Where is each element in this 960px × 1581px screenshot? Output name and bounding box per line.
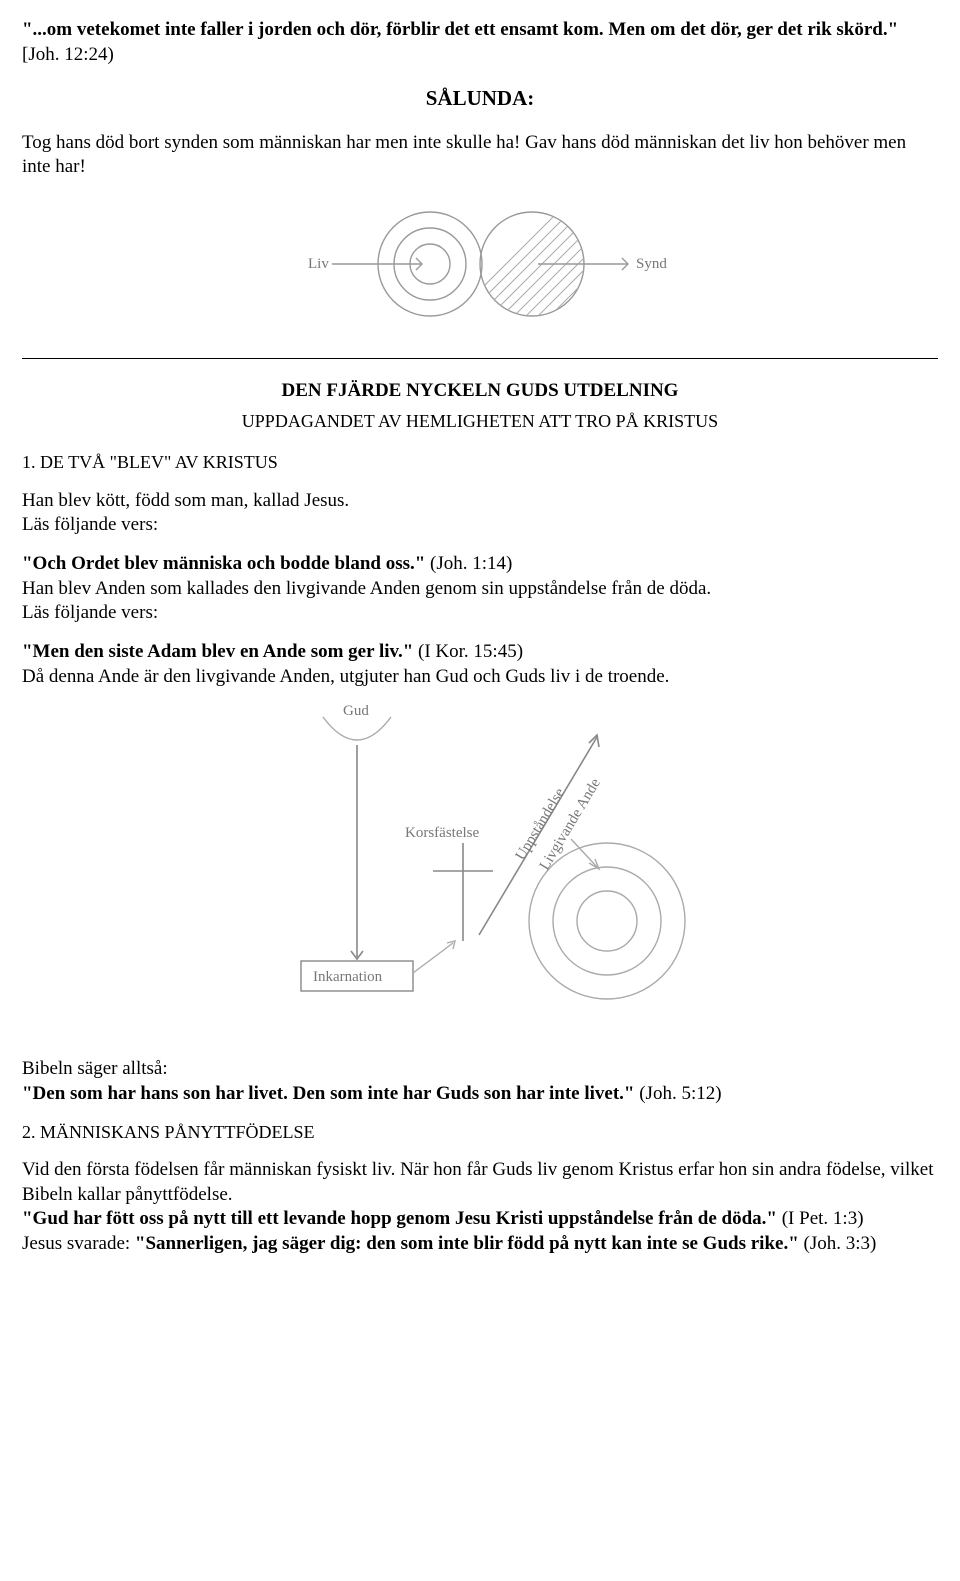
section-1-heading: 1. DE TVÅ "BLEV" AV KRISTUS	[22, 451, 938, 474]
opening-ref: [Joh. 12:24)	[22, 44, 114, 65]
sec1-quote2: "Men den siste Adam blev en Ande som ger…	[22, 641, 413, 662]
sec1-quote2-ref: (I Kor. 15:45)	[413, 641, 523, 662]
sec1-line5: Då denna Ande är den livgivande Anden, u…	[22, 665, 938, 690]
sec2-p2a: Jesus svarade:	[22, 1233, 135, 1254]
sec1-line2: Läs följande vers:	[22, 513, 938, 538]
sec1-line4: Läs följande vers:	[22, 601, 938, 626]
bibeln-quote-line: "Den som har hans son har livet. Den som…	[22, 1082, 938, 1107]
liv-synd-svg: Liv Synd	[270, 194, 690, 334]
bibeln-ref: (Joh. 5:12)	[634, 1083, 721, 1104]
sec2-quote2-ref: (Joh. 3:3)	[799, 1233, 877, 1254]
inkarnation-label: Inkarnation	[313, 969, 383, 985]
synd-label: Synd	[636, 256, 667, 272]
gud-label: Gud	[343, 703, 369, 719]
sec2-quote2: "Sannerligen, jag säger dig: den som int…	[135, 1233, 799, 1254]
salunda-heading: SÅLUNDA:	[22, 85, 938, 112]
gud-arc	[323, 717, 391, 740]
sec2-quote1-ref: (I Pet. 1:3)	[777, 1208, 864, 1229]
sec1-line1: Han blev kött, född som man, kallad Jesu…	[22, 489, 938, 514]
sec2-quote1-line: "Gud har fött oss på nytt till ett levan…	[22, 1207, 938, 1232]
sec2-quote2-line: Jesus svarade: "Sannerligen, jag säger d…	[22, 1232, 938, 1257]
sec1-line3: Han blev Anden som kallades den livgivan…	[22, 577, 938, 602]
section-2-heading: 2. MÄNNISKANS PÅNYTTFÖDELSE	[22, 1121, 938, 1144]
liv-label: Liv	[308, 256, 329, 272]
opening-paragraph: "...om vetekomet inte faller i jorden oc…	[22, 18, 938, 67]
sec2-p1: Vid den första födelsen får människan fy…	[22, 1158, 938, 1207]
inkarnation-svg: Gud Inkarnation Korsfästelse Uppståndels…	[245, 703, 715, 1033]
diagram-liv-synd: Liv Synd	[22, 194, 938, 334]
key4-title: DEN FJÄRDE NYCKELN GUDS UTDELNING	[22, 379, 938, 404]
sec1-quote1-ref: (Joh. 1:14)	[425, 553, 512, 574]
bibeln-intro: Bibeln säger alltså:	[22, 1057, 938, 1082]
sec2-quote1: "Gud har fött oss på nytt till ett levan…	[22, 1208, 777, 1229]
sec1-quote2-line: "Men den siste Adam blev en Ande som ger…	[22, 640, 938, 665]
opening-quote: "...om vetekomet inte faller i jorden oc…	[22, 19, 898, 40]
sec1-quote1-line: "Och Ordet blev människa och bodde bland…	[22, 552, 938, 577]
key4-subtitle: UPPDAGANDET AV HEMLIGHETEN ATT TRO PÅ KR…	[22, 410, 938, 433]
paragraph-2: Tog hans död bort synden som människan h…	[22, 131, 938, 180]
korsfastelse-label: Korsfästelse	[405, 825, 479, 841]
diagram-inkarnation: Gud Inkarnation Korsfästelse Uppståndels…	[22, 703, 938, 1033]
section-divider	[22, 358, 938, 359]
bibeln-quote: "Den som har hans son har livet. Den som…	[22, 1083, 634, 1104]
sec1-quote1: "Och Ordet blev människa och bodde bland…	[22, 553, 425, 574]
